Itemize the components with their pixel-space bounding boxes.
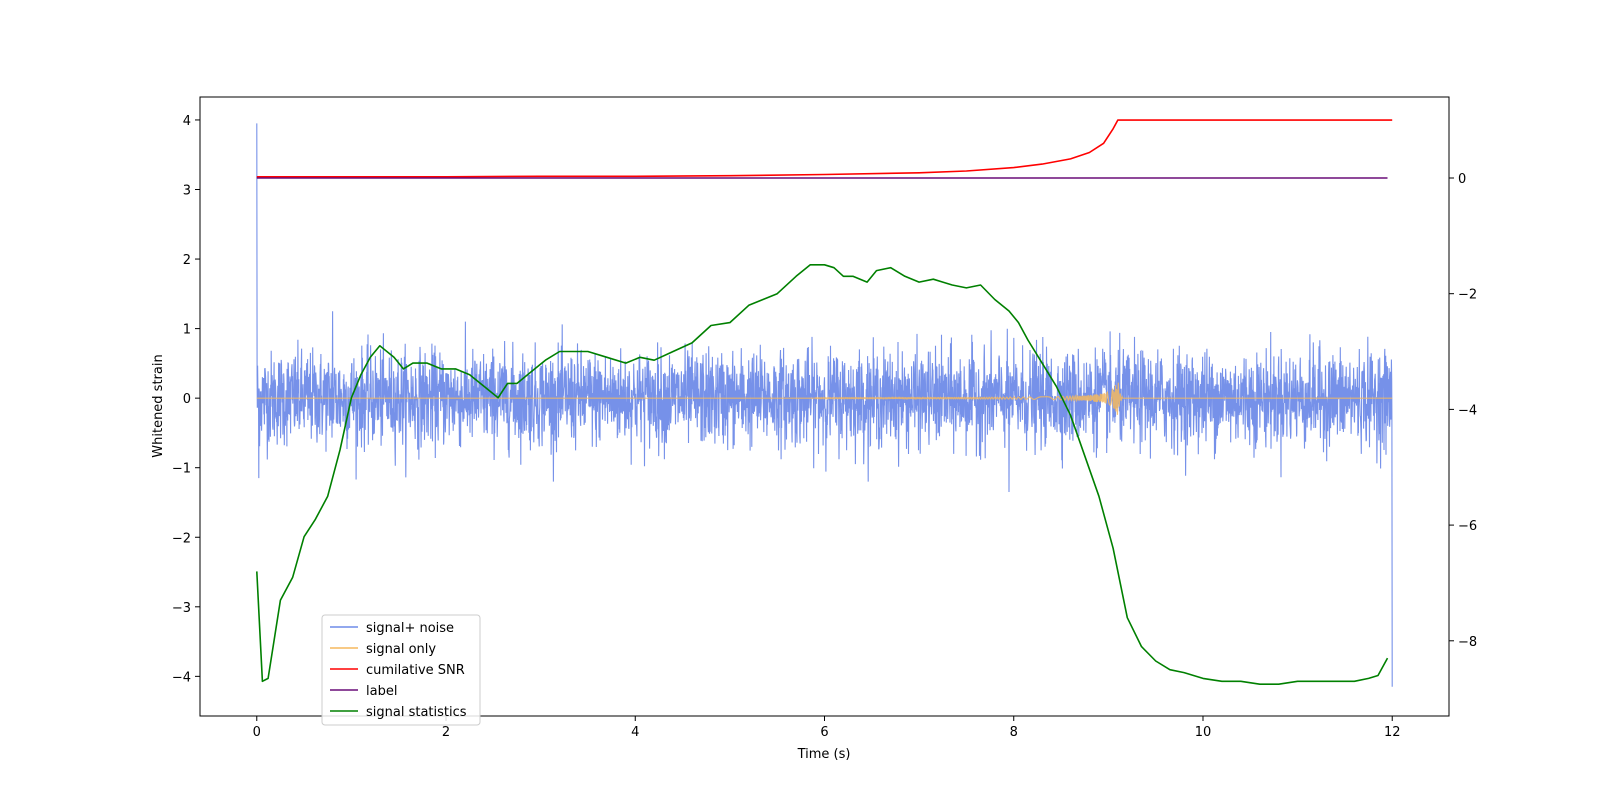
y2-tick-label: −2 (1458, 288, 1477, 303)
series-cumilative-snr (256, 119, 1393, 178)
x-tick-label: 8 (1010, 725, 1018, 740)
series-signal-statistics (256, 264, 1389, 685)
y-axis-left: −4 −3 −2 −1 0 1 2 3 4 (172, 114, 200, 685)
series-signal-noise (256, 123, 1393, 687)
y-axis-label: Whitened strain (151, 354, 166, 457)
series-layer (256, 119, 1393, 687)
y-tick-label: −3 (172, 601, 191, 616)
legend-box (321, 614, 481, 726)
series-signal-only (256, 382, 1393, 415)
legend-label-signal-only: signal only (366, 642, 436, 657)
y-axis-right: −8 −6 −4 −2 0 (1449, 172, 1477, 650)
x-tick-label: 6 (820, 725, 828, 740)
legend: signal+ noise signal only cumilative SNR… (321, 614, 481, 726)
y2-tick-label: 0 (1458, 172, 1466, 187)
x-tick-label: 12 (1384, 725, 1401, 740)
y-tick-label: 0 (183, 392, 191, 407)
y-tick-label: 2 (183, 253, 191, 268)
legend-label-signal-statistics: signal statistics (366, 705, 467, 720)
y-tick-label: −1 (172, 462, 191, 477)
y-tick-label: 4 (183, 114, 191, 129)
x-tick-label: 10 (1195, 725, 1212, 740)
y2-tick-label: −6 (1458, 519, 1477, 534)
y-tick-label: −4 (172, 670, 191, 685)
legend-label-label: label (366, 684, 397, 699)
legend-label-signal-noise: signal+ noise (366, 621, 454, 636)
y2-tick-label: −4 (1458, 403, 1477, 418)
y-tick-label: 1 (183, 323, 191, 338)
x-tick-label: 4 (631, 725, 639, 740)
y2-tick-label: −8 (1458, 635, 1477, 650)
legend-label-cumilative-snr: cumilative SNR (366, 663, 465, 678)
y-tick-label: −2 (172, 531, 191, 546)
x-tick-label: 2 (442, 725, 450, 740)
x-axis-label: Time (s) (797, 747, 851, 762)
y-tick-label: 3 (183, 184, 191, 199)
x-tick-label: 0 (253, 725, 261, 740)
